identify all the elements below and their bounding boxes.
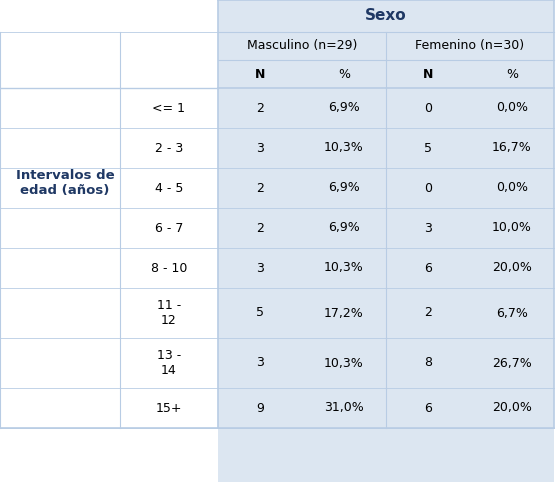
Text: 11 -
12: 11 - 12	[157, 299, 181, 327]
Bar	[218, 60, 554, 88]
Text: 5: 5	[256, 307, 264, 320]
Text: 3: 3	[256, 262, 264, 275]
Bar	[120, 288, 218, 338]
Text: N: N	[423, 67, 433, 80]
Text: 9: 9	[256, 402, 264, 415]
Text: 3: 3	[256, 357, 264, 370]
Text: Femenino (n=30): Femenino (n=30)	[415, 40, 524, 53]
Text: 8: 8	[424, 357, 432, 370]
Bar	[218, 168, 554, 208]
Text: 5: 5	[424, 142, 432, 155]
Text: Sexo: Sexo	[365, 9, 407, 24]
Text: 16,7%: 16,7%	[492, 142, 532, 155]
Bar	[120, 248, 218, 288]
Text: 17,2%: 17,2%	[324, 307, 364, 320]
Text: 8 - 10: 8 - 10	[151, 262, 187, 275]
Text: 10,3%: 10,3%	[324, 142, 364, 155]
Bar	[218, 0, 554, 482]
Text: 31,0%: 31,0%	[324, 402, 364, 415]
Bar	[218, 0, 554, 32]
Bar	[120, 338, 218, 388]
Text: 6,9%: 6,9%	[328, 182, 360, 195]
Bar	[218, 338, 554, 388]
Text: 6,7%: 6,7%	[496, 307, 528, 320]
Text: %: %	[338, 67, 350, 80]
Text: <= 1: <= 1	[152, 102, 186, 115]
Text: 6: 6	[424, 402, 432, 415]
Bar	[218, 388, 554, 428]
Bar	[120, 88, 218, 128]
Text: 6,9%: 6,9%	[328, 222, 360, 235]
Text: 0: 0	[424, 182, 432, 195]
Text: 20,0%: 20,0%	[492, 402, 532, 415]
Text: 2: 2	[256, 222, 264, 235]
Text: 26,7%: 26,7%	[492, 357, 532, 370]
Text: N: N	[255, 67, 265, 80]
Text: 0,0%: 0,0%	[496, 102, 528, 115]
Text: Masculino (n=29): Masculino (n=29)	[247, 40, 357, 53]
Bar	[0, 0, 218, 482]
Text: 6 - 7: 6 - 7	[155, 222, 183, 235]
Bar	[120, 168, 218, 208]
Text: 2: 2	[256, 102, 264, 115]
Text: 13 -
14: 13 - 14	[157, 349, 181, 377]
Bar	[218, 32, 554, 60]
Bar	[120, 208, 218, 248]
Bar	[218, 248, 554, 288]
Text: 0: 0	[424, 102, 432, 115]
Text: %: %	[506, 67, 518, 80]
Bar	[120, 128, 218, 168]
Text: 20,0%: 20,0%	[492, 262, 532, 275]
Bar	[120, 388, 218, 428]
Bar	[218, 128, 554, 168]
Text: Intervalos de
edad (años): Intervalos de edad (años)	[16, 169, 115, 197]
Text: 2: 2	[424, 307, 432, 320]
Text: 2: 2	[256, 182, 264, 195]
Text: 6: 6	[424, 262, 432, 275]
Text: 15+: 15+	[156, 402, 182, 415]
Text: 3: 3	[424, 222, 432, 235]
Text: 3: 3	[256, 142, 264, 155]
Bar	[218, 88, 554, 128]
Text: 4 - 5: 4 - 5	[155, 182, 183, 195]
Text: 6,9%: 6,9%	[328, 102, 360, 115]
Text: 10,0%: 10,0%	[492, 222, 532, 235]
Text: 2 - 3: 2 - 3	[155, 142, 183, 155]
Text: 10,3%: 10,3%	[324, 357, 364, 370]
Text: 0,0%: 0,0%	[496, 182, 528, 195]
Text: 10,3%: 10,3%	[324, 262, 364, 275]
Bar	[218, 288, 554, 338]
Bar	[218, 208, 554, 248]
